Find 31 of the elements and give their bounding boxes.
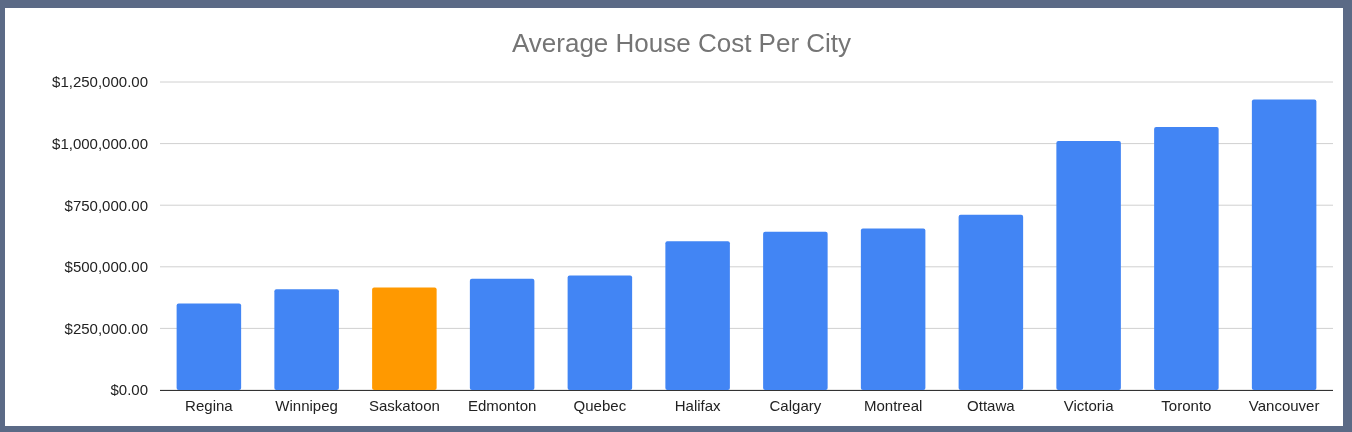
bar	[763, 231, 828, 390]
chart-title: Average House Cost Per City	[511, 28, 852, 58]
y-tick-label: $1,250,000.00	[52, 73, 148, 91]
x-tick-label: Quebec	[573, 396, 627, 414]
x-tick-label: Saskatoon	[368, 396, 440, 414]
bar	[665, 241, 730, 390]
x-tick-label: Ottawa	[967, 396, 1016, 414]
y-tick-label: $0.00	[110, 381, 148, 399]
bar	[860, 228, 926, 390]
bar	[176, 303, 242, 390]
bar	[469, 278, 535, 390]
x-tick-label: Halifax	[674, 396, 722, 414]
bar	[274, 289, 339, 390]
bar	[1154, 127, 1219, 390]
x-tick-label: Montreal	[863, 396, 923, 414]
x-tick-label: Winnipeg	[275, 396, 338, 414]
x-tick-label: Edmonton	[467, 396, 537, 414]
y-tick-label: $500,000.00	[64, 258, 148, 276]
y-tick-label: $250,000.00	[64, 319, 148, 337]
x-tick-label: Toronto	[1161, 396, 1212, 414]
y-tick-label: $1,000,000.00	[52, 134, 148, 152]
bar	[958, 214, 1024, 390]
y-tick-label: $750,000.00	[64, 196, 148, 214]
bar	[1251, 99, 1317, 390]
bar	[372, 287, 437, 390]
x-tick-label: Vancouver	[1248, 396, 1320, 414]
bar	[1056, 140, 1121, 390]
x-tick-label: Calgary	[769, 396, 822, 414]
x-tick-label: Victoria	[1063, 396, 1115, 414]
x-tick-label: Regina	[185, 396, 234, 414]
bar	[567, 275, 633, 390]
